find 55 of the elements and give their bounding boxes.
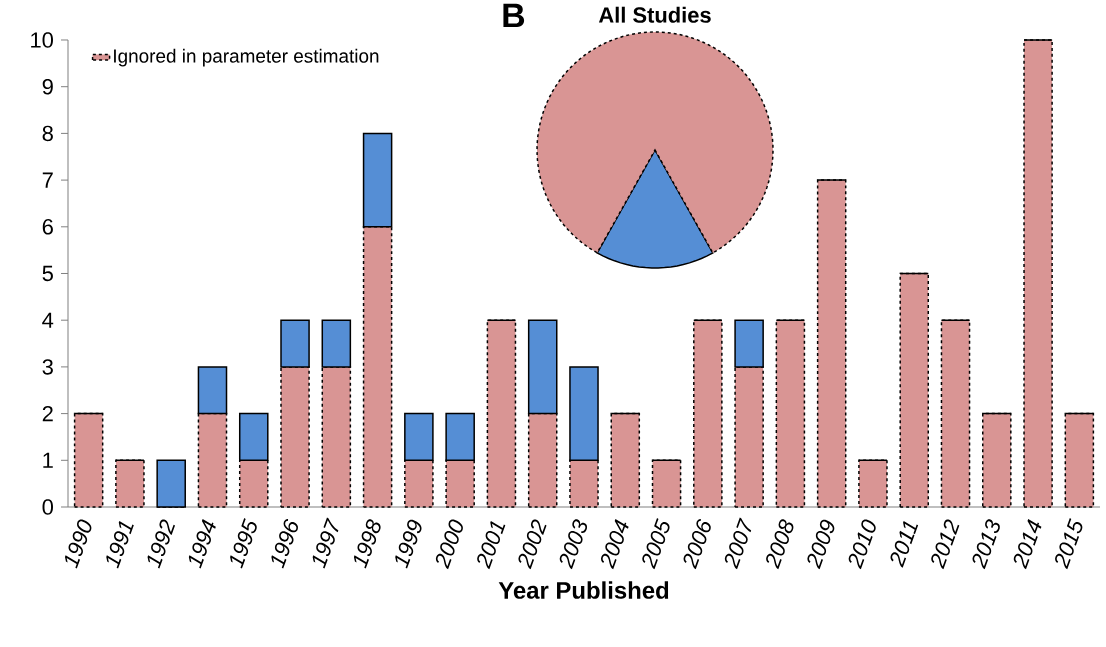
x-tick-label: 1996	[271, 519, 298, 569]
y-tick-label: 8	[42, 125, 53, 142]
bar	[775, 319, 806, 508]
bar	[73, 412, 104, 508]
x-tick-label: 2012	[931, 519, 960, 570]
bar	[816, 179, 847, 508]
bar	[1023, 39, 1053, 508]
y-tick-label: 9	[42, 78, 53, 95]
x-tick-label: 2008	[766, 519, 794, 570]
bar	[982, 412, 1012, 508]
x-tick-label: 1997	[312, 517, 339, 569]
x-tick-label: 2005	[642, 518, 670, 570]
x-tick-label: 2015	[1055, 518, 1083, 570]
text: B	[503, 3, 525, 28]
x-tick-label: 2013	[972, 519, 1000, 570]
legend-label: Ignored in parameter estimation	[114, 48, 379, 67]
y-tick-label: 0	[42, 499, 53, 515]
x-tick-label: 2010	[848, 519, 876, 570]
x-tick-label: 2007	[724, 517, 752, 570]
y-tick-label: 7	[42, 172, 53, 188]
x-tick-label: 2003	[559, 519, 588, 570]
x-tick-label: 2014	[1013, 518, 1042, 570]
x-tick-label: 2000	[435, 519, 463, 570]
x-tick-label: 2002	[518, 519, 547, 570]
bar	[486, 319, 517, 508]
y-tick-label: 4	[42, 312, 54, 328]
y-tick-label: 10	[31, 32, 53, 48]
chart-title: All Studies	[598, 6, 711, 23]
y-tick-label: 2	[42, 405, 53, 422]
x-tick-label: 1999	[395, 519, 422, 569]
y-tick-label: 6	[42, 219, 53, 235]
x-tick-label: 1992	[147, 519, 176, 569]
x-tick-label: 2001	[477, 520, 506, 570]
bar	[940, 319, 971, 508]
x-tick-label: 1990	[64, 519, 92, 569]
x-tick-label: 1991	[106, 520, 134, 569]
bar	[156, 459, 186, 508]
bar	[610, 412, 641, 508]
x-tick-label: 1994	[188, 518, 216, 569]
x-tick-label: 1998	[353, 519, 381, 569]
x-tick-label: 2009	[807, 519, 835, 570]
bar	[693, 319, 723, 508]
x-tick-label: 1995	[230, 518, 257, 569]
bar	[858, 459, 888, 508]
bar	[899, 272, 930, 508]
x-tick-label: 2004	[600, 518, 629, 570]
x-axis-title: Year Published	[498, 581, 669, 599]
y-tick-label: 1	[43, 452, 53, 468]
bar	[1064, 412, 1095, 508]
x-tick-label: 2006	[683, 519, 711, 570]
y-tick-label: 5	[42, 265, 53, 282]
y-tick-label: 3	[42, 359, 53, 375]
x-tick-label: 2011	[890, 520, 919, 568]
bar	[651, 459, 682, 508]
bar	[115, 459, 145, 508]
